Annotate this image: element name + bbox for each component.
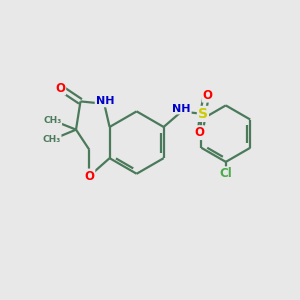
Text: CH₃: CH₃ <box>43 135 61 144</box>
Text: O: O <box>194 126 204 139</box>
Text: CH₃: CH₃ <box>43 116 62 125</box>
Text: NH: NH <box>172 103 191 113</box>
Text: Cl: Cl <box>219 167 232 180</box>
Text: O: O <box>55 82 65 94</box>
Text: S: S <box>198 107 208 121</box>
Text: O: O <box>202 89 213 102</box>
Text: O: O <box>84 169 94 182</box>
Text: NH: NH <box>96 96 114 106</box>
